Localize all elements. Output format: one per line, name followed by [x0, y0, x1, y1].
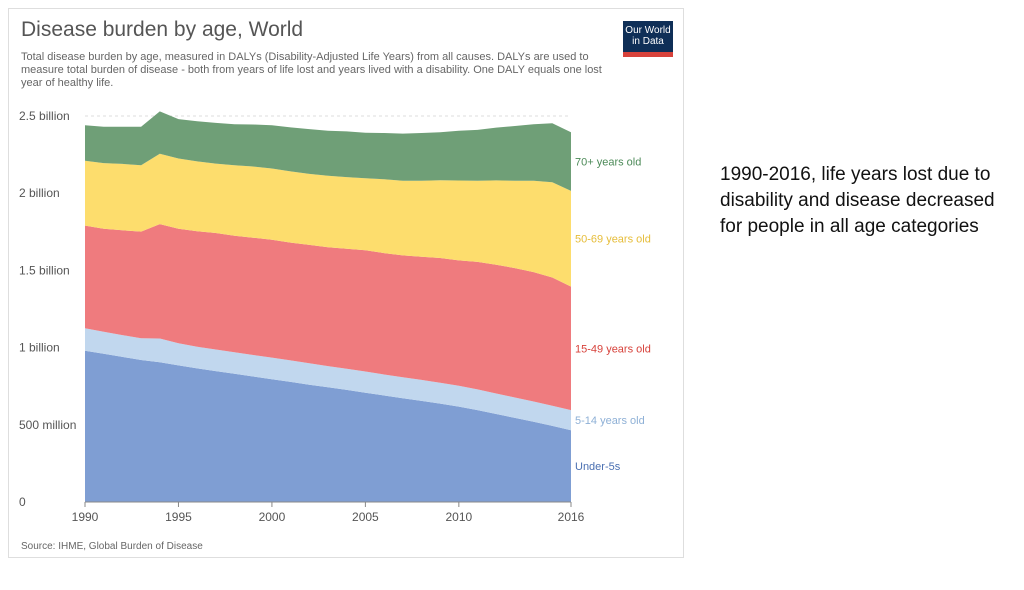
chart-subtitle: Total disease burden by age, measured in…	[21, 51, 602, 89]
y-tick-label-0: 0	[19, 495, 26, 509]
x-tick-label-5: 2016	[558, 510, 585, 524]
chart-source[interactable]: Source: IHME, Global Burden of Disease	[21, 541, 203, 552]
x-tick-label-0: 1990	[72, 510, 99, 524]
y-tick-label-1: 500 million	[19, 418, 76, 432]
y-tick-label-5: 2.5 billion	[19, 109, 70, 123]
chart-title: Disease burden by age, World	[21, 18, 304, 41]
owid-logo[interactable]: Our World in Data	[623, 21, 673, 57]
series-label-50-69-years-old[interactable]: 50-69 years old	[575, 234, 651, 246]
series-label-under-5s[interactable]: Under-5s	[575, 461, 621, 473]
y-tick-label-4: 2 billion	[19, 186, 60, 200]
logo-line-1: Our World	[625, 25, 671, 36]
series-label-15-49-years-old[interactable]: 15-49 years old	[575, 343, 651, 355]
x-tick-label-2: 2000	[259, 510, 286, 524]
y-tick-label-2: 1 billion	[19, 341, 60, 355]
series-label-5-14-years-old[interactable]: 5-14 years old	[575, 415, 645, 427]
x-tick-label-3: 2005	[352, 510, 379, 524]
area-15-49-years-old[interactable]	[85, 224, 571, 411]
annotation-note: 1990-2016, life years lost due to disabi…	[720, 164, 995, 237]
x-tick-label-1: 1995	[165, 510, 192, 524]
series-label-70-years-old[interactable]: 70+ years old	[575, 157, 641, 169]
area-50-69-years-old[interactable]	[85, 153, 571, 287]
area-70-years-old[interactable]	[85, 111, 571, 191]
stacked-area-chart: 0 500 million 1 billion 1.5 billion 2 billio…	[19, 109, 651, 524]
chart-card: Disease burden by age, World Total disea…	[8, 8, 684, 558]
logo-line-2: in Data	[632, 36, 664, 47]
y-tick-label-3: 1.5 billion	[19, 263, 70, 277]
area-5-14-years-old[interactable]	[85, 328, 571, 431]
area-under-5s[interactable]	[85, 350, 571, 502]
x-tick-label-4: 2010	[445, 510, 472, 524]
